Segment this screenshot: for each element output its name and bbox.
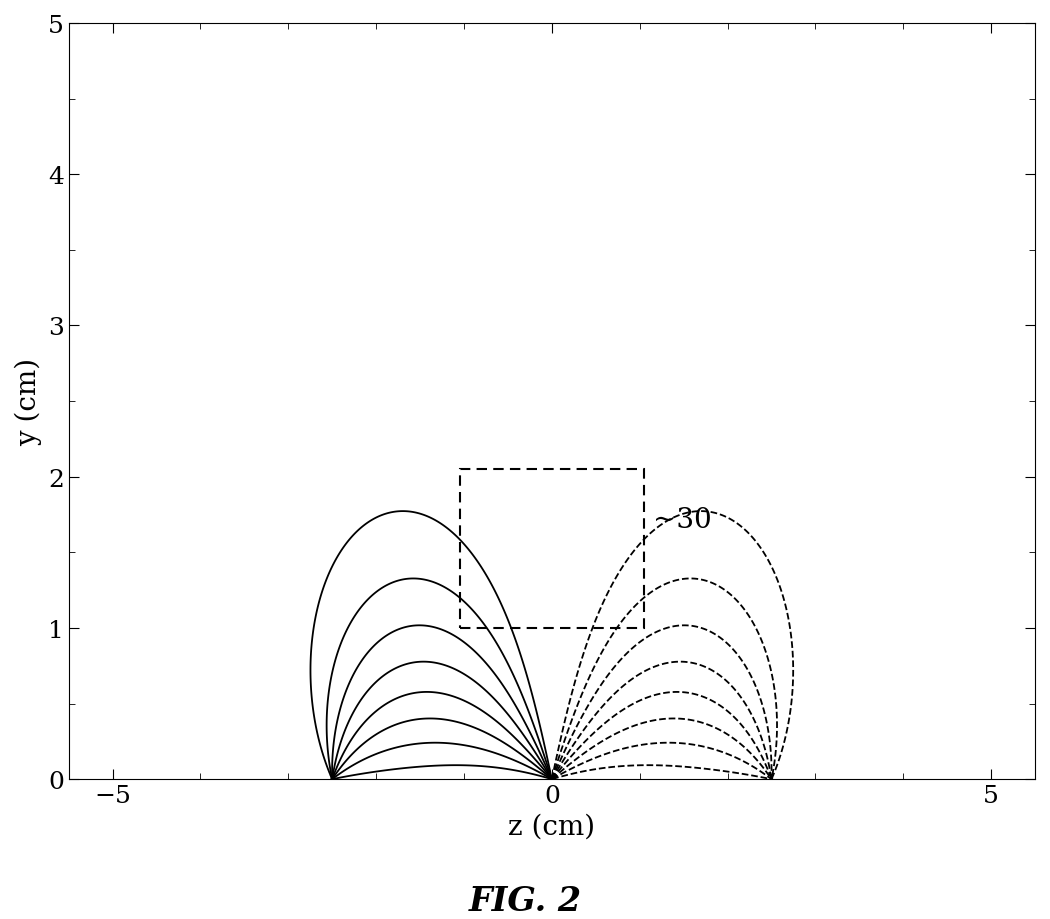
X-axis label: z (cm): z (cm): [508, 812, 595, 840]
Y-axis label: y (cm): y (cm): [15, 357, 42, 446]
Text: ~30: ~30: [653, 506, 712, 533]
Text: FIG. 2: FIG. 2: [468, 884, 582, 917]
Bar: [460, 470, 644, 629]
